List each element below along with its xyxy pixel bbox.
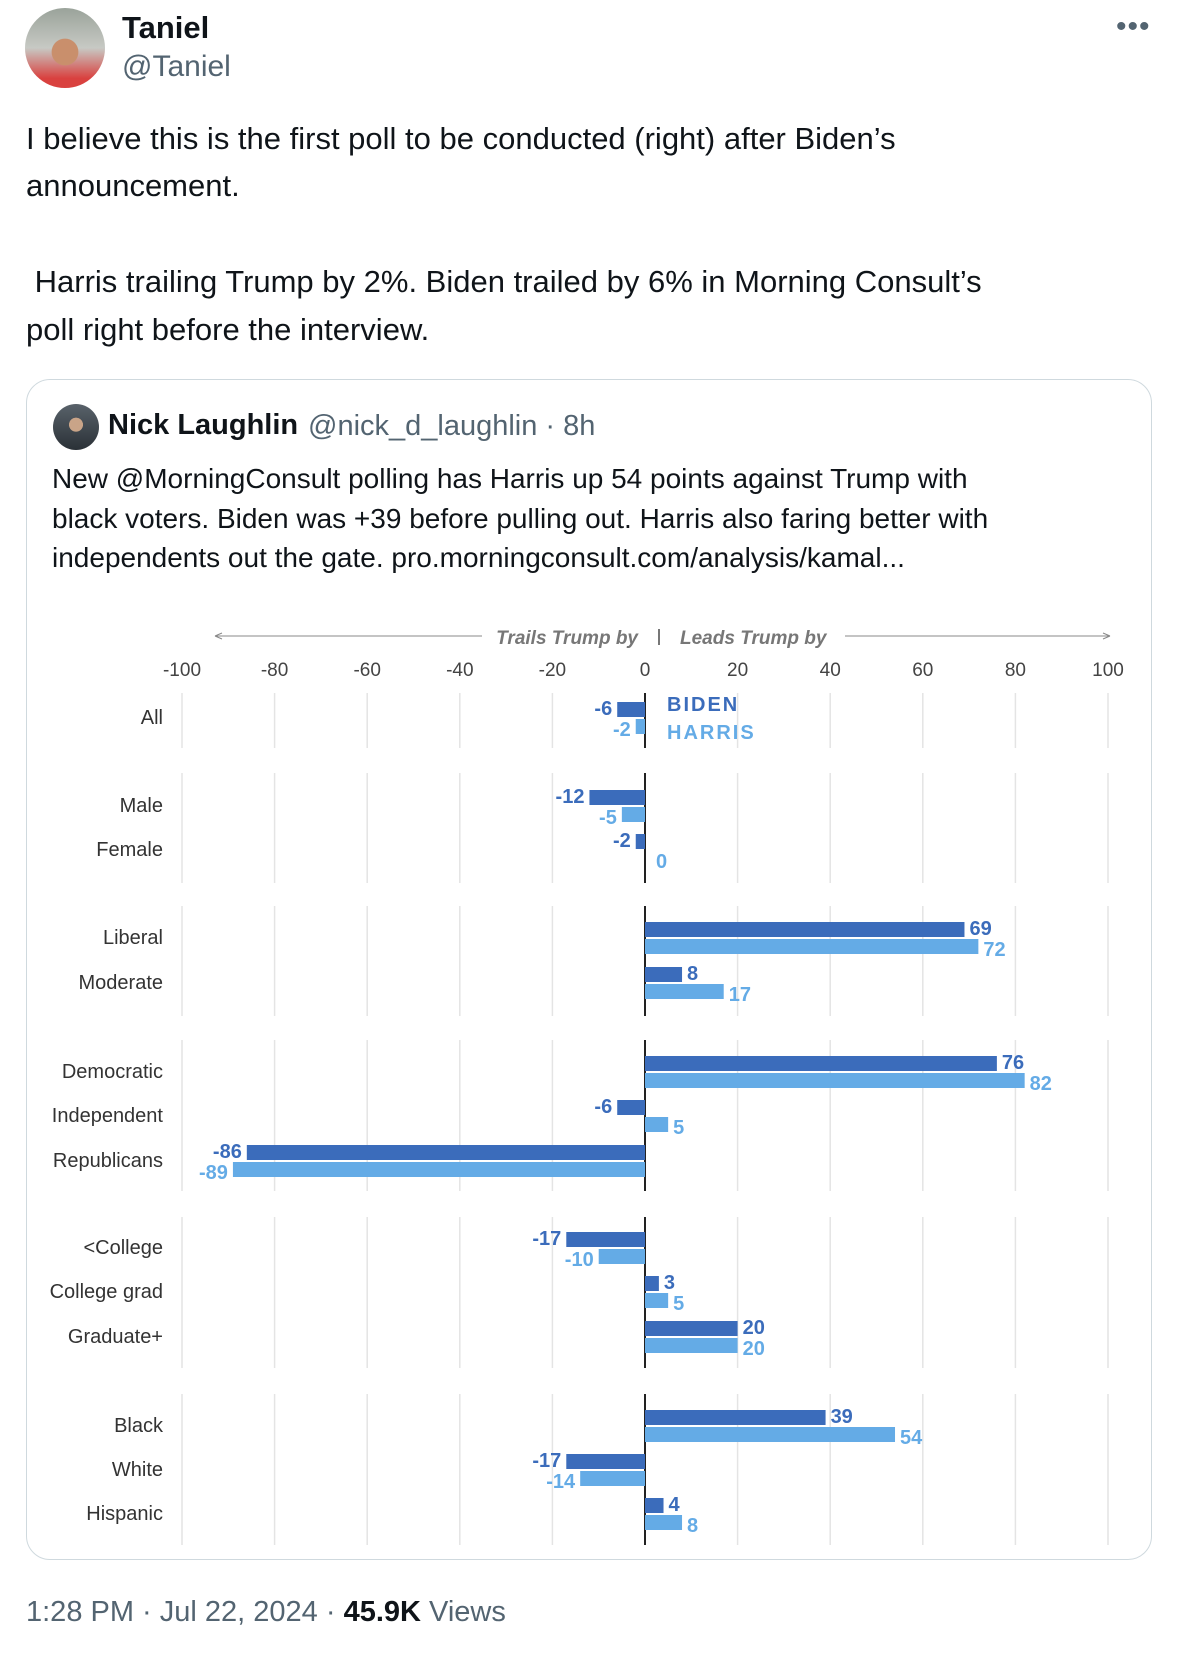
quote-text-line: independents out the gate. pro.morningco…: [52, 542, 905, 573]
quote-meta: @nick_d_laughlin · 8h: [308, 410, 596, 442]
tweet-timestamp: 1:28 PM · Jul 22, 2024 · 45.9K Views: [26, 1596, 506, 1628]
ellipsis-icon[interactable]: •••: [1116, 10, 1151, 43]
tweet-text-line: announcement.: [26, 168, 240, 203]
author-avatar[interactable]: [25, 8, 105, 88]
quote-text-line: black voters. Biden was +39 before pulli…: [52, 503, 989, 534]
views-label: Views: [429, 1596, 506, 1628]
quote-author-avatar: [53, 404, 99, 450]
quote-text-line: New @MorningConsult polling has Harris u…: [52, 463, 968, 494]
author-name[interactable]: Taniel: [122, 10, 210, 45]
quoted-tweet-card[interactable]: [26, 379, 1152, 1560]
views-count: 45.9K: [343, 1596, 421, 1628]
tweet-text-line: I believe this is the first poll to be c…: [26, 121, 896, 156]
tweet-time[interactable]: 1:28 PM: [26, 1596, 134, 1628]
author-handle[interactable]: @Taniel: [122, 50, 231, 83]
quote-author-name: Nick Laughlin: [108, 409, 299, 441]
tweet-text-line: poll right before the interview.: [26, 312, 430, 347]
tweet-text-line: Harris trailing Trump by 2%. Biden trail…: [26, 264, 982, 299]
tweet-date[interactable]: Jul 22, 2024: [159, 1596, 318, 1628]
